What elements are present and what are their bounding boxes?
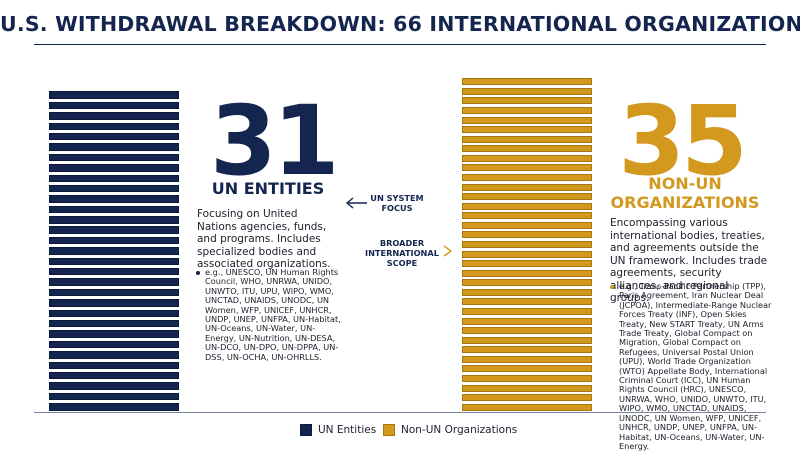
non-un-organization-bar [462,346,592,354]
non-un-organization-bar [462,317,592,325]
un-description: Focusing on United Nations agencies, fun… [197,208,331,270]
non-un-organization-bar [462,384,592,392]
un-entity-bar [49,309,179,318]
non-un-organization-bar [462,221,592,229]
non-un-organization-bar [462,403,592,411]
non-un-organization-bar [462,183,592,191]
legend-divider [34,412,766,413]
un-entity-bar [49,288,179,297]
un-entity-bar [49,268,179,276]
legend-item-non-un: Non-UN Organizations [383,424,517,436]
un-heading: UN ENTITIES [211,179,325,198]
non-un-organization-bar [462,212,592,220]
un-entity-bar [49,236,179,245]
non-un-organization-bar [462,78,592,86]
non-un-organization-bar [462,135,592,143]
non-un-organization-bar [462,355,592,363]
un-entity-bar [49,112,179,120]
un-entity-bar [49,164,179,172]
un-entity-bar [49,299,179,307]
broader-scope-label: BROADER INTERNATIONAL SCOPE [365,238,439,268]
non-un-organization-bar [462,97,592,105]
un-entity-bar [49,184,179,193]
un-entity-bar [49,382,179,390]
non-un-organization-bar [462,279,592,287]
un-entity-bar [49,319,179,328]
page-title: U.S. WITHDRAWAL BREAKDOWN: 66 INTERNATIO… [0,12,800,36]
non-un-bullet [610,285,614,289]
un-entity-bar [49,340,179,349]
un-entity-bar [49,195,179,203]
legend: UN Entities Non-UN Organizations [0,424,800,440]
un-entity-bar [49,226,179,234]
non-un-heading: NON-UN ORGANIZATIONS [610,174,760,212]
legend-label-non-un: Non-UN Organizations [401,424,518,436]
un-entities-bar-stack [49,90,179,412]
non-un-organization-bar [462,241,592,248]
non-un-organization-bar [462,164,592,172]
non-un-organization-bar [462,336,592,344]
non-un-organization-bar [462,260,592,268]
non-un-organization-bar [462,327,592,335]
non-un-organization-bar [462,375,592,382]
non-un-organization-bar [462,202,592,210]
un-examples-text: e.g., UNESCO, UN Human Rights Council, W… [205,267,341,362]
arrow-left-icon [345,197,367,209]
non-un-organization-bar [462,365,592,373]
un-entity-bar [49,403,179,411]
un-entity-bar [49,153,179,162]
un-count: 31 [210,85,340,197]
non-un-organization-bar [462,308,592,315]
arrow-right-icon [443,245,453,257]
un-entity-bar [49,392,179,401]
non-un-organization-bar [462,193,592,201]
un-entity-bar [49,351,179,359]
non-un-organization-bar [462,174,592,181]
non-un-organizations-bar-stack [462,77,592,412]
un-entity-bar [49,216,179,224]
un-bullet [196,271,200,275]
un-entity-bar [49,133,179,141]
non-un-organization-bar [462,126,592,134]
legend-swatch-non-un [383,424,395,436]
un-entity-bar [49,361,179,369]
un-entity-bar [49,371,179,380]
un-examples: e.g., UNESCO, UN Human Rights Council, W… [196,267,345,362]
un-entity-bar [49,205,179,214]
un-entity-bar [49,278,179,286]
non-un-organization-bar [462,298,592,306]
un-entity-bar [49,174,179,183]
un-entity-bar [49,247,179,255]
un-system-focus-label: UN SYSTEM FOCUS [370,193,424,213]
legend-item-un: UN Entities [300,424,376,436]
un-entity-bar [49,122,179,131]
un-entity-bar [49,330,179,338]
non-un-organization-bar [462,231,592,239]
non-un-organization-bar [462,288,592,296]
un-entity-bar [49,91,179,99]
non-un-organization-bar [462,269,592,277]
non-un-description: Encompassing various international bodie… [610,217,768,304]
non-un-examples-text: e.g., Trans-Pacific Partnership (TPP), P… [619,281,772,451]
un-entity-bar [49,257,179,266]
title-divider [34,44,766,45]
non-un-organization-bar [462,116,592,124]
legend-label-un: UN Entities [318,424,377,436]
non-un-organization-bar [462,394,592,402]
non-un-organization-bar [462,107,592,114]
non-un-organization-bar [462,154,592,162]
non-un-organization-bar [462,250,592,258]
non-un-organization-bar [462,87,592,95]
non-un-examples: e.g., Trans-Pacific Partnership (TPP), P… [610,281,774,451]
non-un-count: 35 [618,85,748,197]
un-entity-bar [49,101,179,110]
non-un-organization-bar [462,145,592,153]
legend-swatch-un [300,424,312,436]
un-entity-bar [49,143,179,151]
